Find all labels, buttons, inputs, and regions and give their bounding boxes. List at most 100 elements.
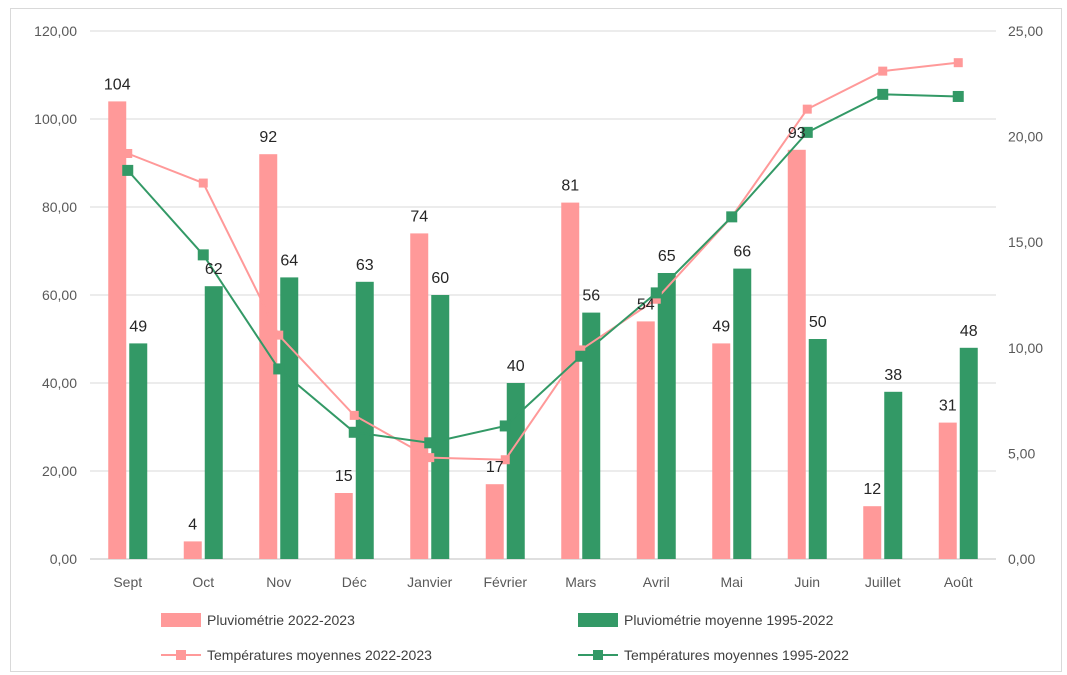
bar (582, 312, 601, 559)
line-marker (650, 287, 662, 299)
data-label: 40 (507, 358, 525, 375)
x-tick-label: Janvier (407, 574, 452, 590)
data-label: 50 (809, 314, 827, 331)
x-tick-label: Juillet (865, 574, 901, 590)
data-label: 64 (280, 252, 298, 269)
y-axis-right: 0,00 5,00 10,00 15,00 20,00 25,00 (1008, 23, 1043, 567)
line-marker (197, 249, 209, 261)
bar (506, 383, 525, 559)
data-label: 31 (939, 398, 957, 415)
legend-swatch (161, 613, 201, 627)
y-tick-label-left: 20,00 (42, 463, 77, 479)
data-label: 56 (582, 288, 600, 305)
line-marker (424, 437, 436, 449)
legend: Pluviométrie 2022-2023 Pluviométrie moyen… (161, 612, 849, 663)
data-label: 49 (129, 318, 147, 335)
line-marker (349, 410, 359, 420)
x-tick-label: Juin (794, 574, 820, 590)
y-axis-left: 0,00 20,00 40,00 60,00 80,00 100,00 120,00 (34, 23, 77, 567)
data-label: 104 (104, 76, 131, 93)
y-tick-label-left: 120,00 (34, 23, 77, 39)
line-marker (198, 178, 208, 188)
y-tick-label-left: 100,00 (34, 111, 77, 127)
bar (485, 484, 504, 559)
data-label: 81 (561, 178, 579, 195)
x-axis: Sept Oct Nov Déc Janvier Février Mars Avril Mai J… (113, 574, 972, 590)
bar (129, 343, 148, 559)
bar (410, 233, 429, 559)
bar (280, 277, 299, 559)
y-tick-label-right: 0,00 (1008, 551, 1035, 567)
legend-label: Températures moyennes 1995-2022 (624, 647, 849, 663)
line-marker (802, 104, 812, 114)
bar (959, 347, 978, 559)
bar (884, 391, 903, 559)
data-label: 49 (712, 318, 730, 335)
data-labels: 104 4 92 15 74 17 81 54 49 93 12 31 49 62 64 63 60 40 56 65… (104, 76, 978, 533)
data-label: 15 (335, 468, 353, 485)
bar (108, 101, 127, 560)
x-tick-label: Mars (565, 574, 596, 590)
x-tick-label: Août (944, 574, 973, 590)
y-tick-label-left: 40,00 (42, 375, 77, 391)
data-label: 62 (205, 261, 223, 278)
data-label: 4 (188, 516, 197, 533)
x-tick-label: Mai (720, 574, 743, 590)
line-marker (726, 211, 738, 223)
bar (712, 343, 731, 559)
bar (183, 541, 202, 559)
data-label: 63 (356, 257, 374, 274)
data-label: 92 (259, 129, 277, 146)
line-marker (274, 330, 284, 340)
x-tick-label: Oct (192, 574, 214, 590)
bar (259, 154, 278, 559)
line-marker (878, 66, 888, 76)
lines (122, 58, 964, 465)
bar (787, 149, 806, 560)
y-tick-label-right: 25,00 (1008, 23, 1043, 39)
x-tick-label: Février (483, 574, 527, 590)
bars (108, 101, 978, 560)
y-tick-label-left: 60,00 (42, 287, 77, 303)
data-label: 17 (486, 459, 504, 476)
bar (431, 295, 450, 559)
y-tick-label-right: 20,00 (1008, 129, 1043, 145)
x-tick-label: Avril (643, 574, 670, 590)
line-marker (123, 148, 133, 158)
data-label: 54 (637, 296, 655, 313)
bar (204, 286, 223, 559)
x-tick-label: Déc (342, 574, 367, 590)
x-tick-label: Nov (266, 574, 291, 590)
line-marker (575, 350, 587, 362)
series-line (127, 93, 959, 444)
data-label: 48 (960, 323, 978, 340)
bar (657, 273, 676, 559)
bar (808, 339, 827, 559)
data-label: 93 (788, 125, 806, 142)
y-tick-label-left: 80,00 (42, 199, 77, 215)
line-marker (425, 453, 435, 463)
bar (938, 422, 957, 559)
gridlines (90, 30, 996, 560)
data-label: 38 (884, 367, 902, 384)
data-label: 60 (431, 270, 449, 287)
line-marker (348, 426, 360, 438)
legend-label: Pluviométrie 2022-2023 (207, 612, 355, 628)
y-tick-label-right: 15,00 (1008, 234, 1043, 250)
line-marker (952, 90, 964, 102)
x-tick-label: Sept (113, 574, 142, 590)
bar (863, 506, 882, 559)
legend-label: Pluviométrie moyenne 1995-2022 (624, 612, 834, 628)
line-marker (576, 345, 586, 355)
line-marker (499, 420, 511, 432)
line-marker (877, 88, 889, 100)
line-marker (801, 126, 813, 138)
y-tick-label-left: 0,00 (50, 551, 77, 567)
data-label: 66 (733, 244, 751, 261)
legend-marker (593, 650, 603, 660)
legend-marker (176, 650, 186, 660)
bar (733, 268, 752, 559)
data-label: 74 (410, 208, 428, 225)
y-tick-label-right: 10,00 (1008, 340, 1043, 356)
